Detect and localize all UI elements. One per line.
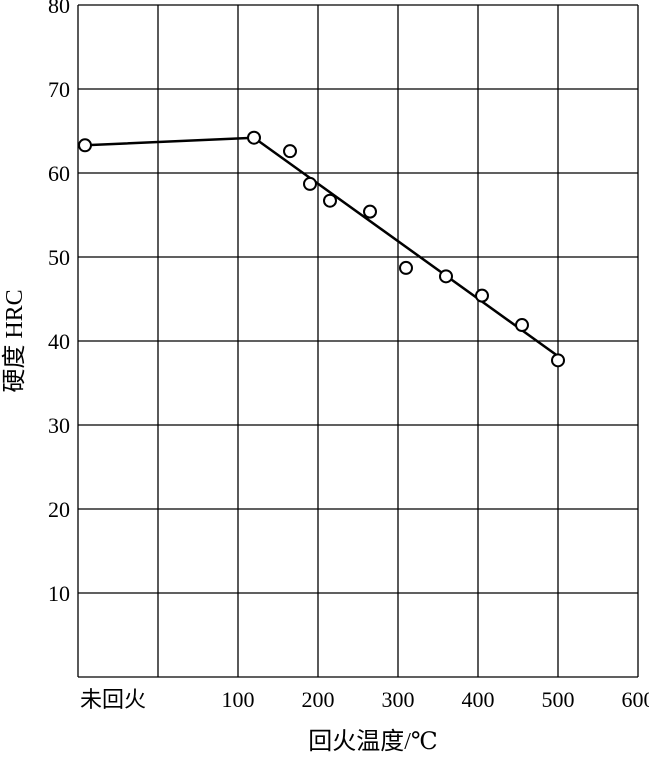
x-axis-label: 回火温度/℃ (308, 728, 438, 755)
x-tick-label: 200 (302, 687, 335, 712)
data-point (79, 139, 91, 151)
y-axis-label: 硬度 HRC (1, 289, 28, 392)
data-point (552, 354, 564, 366)
y-tick-label: 50 (48, 245, 70, 270)
data-point (400, 262, 412, 274)
data-point (476, 290, 488, 302)
y-tick-label: 80 (48, 0, 70, 18)
y-tick-label: 60 (48, 161, 70, 186)
data-point (324, 195, 336, 207)
data-point (364, 206, 376, 218)
y-tick-label: 70 (48, 77, 70, 102)
x-tick-label: 未回火 (80, 687, 146, 712)
x-tick-label: 500 (542, 687, 575, 712)
y-tick-label: 20 (48, 497, 70, 522)
fit-line (85, 138, 558, 356)
y-tick-label: 40 (48, 329, 70, 354)
data-point (248, 132, 260, 144)
x-tick-label: 100 (222, 687, 255, 712)
y-tick-label: 10 (48, 581, 70, 606)
data-point (284, 145, 296, 157)
data-point (304, 178, 316, 190)
data-point (516, 319, 528, 331)
x-tick-label: 300 (382, 687, 415, 712)
x-tick-label: 600 (622, 687, 649, 712)
data-point (440, 270, 452, 282)
x-tick-label: 400 (462, 687, 495, 712)
y-tick-label: 30 (48, 413, 70, 438)
